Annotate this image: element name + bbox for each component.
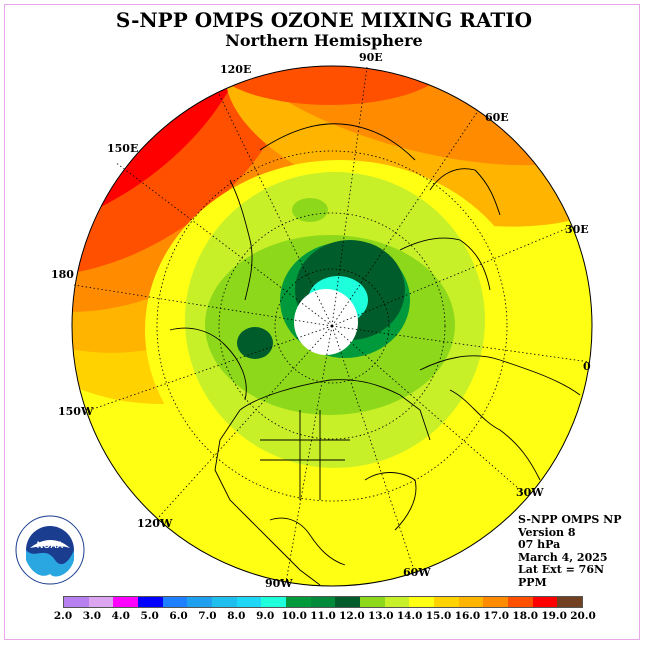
colorbar-swatch — [483, 597, 509, 607]
colorbar-swatch — [508, 597, 533, 607]
map-subtitle: Northern Hemisphere — [225, 31, 423, 50]
info-lat-ext: Lat Ext = 76N — [518, 563, 605, 577]
colorbar-swatch — [236, 597, 262, 607]
colorbar-swatch — [409, 597, 435, 607]
colorbar-swatch — [458, 597, 484, 607]
info-date: March 4, 2025 — [518, 550, 608, 564]
colorbar-swatch — [286, 597, 311, 607]
lon-label-30w: 30W — [516, 486, 544, 499]
colorbar-tick-label: 17.0 — [483, 610, 510, 622]
colorbar-swatch — [113, 597, 139, 607]
colorbar-swatch — [335, 597, 361, 607]
figure-frame — [4, 4, 640, 640]
colorbar-swatch — [212, 597, 237, 607]
colorbar-swatch — [434, 597, 459, 607]
ozone-field — [72, 66, 592, 586]
colorbar-swatch — [557, 597, 583, 607]
lon-label-150e: 150E — [107, 142, 139, 155]
colorbar-tick-label: 11.0 — [310, 610, 336, 622]
colorbar-swatch — [360, 597, 385, 607]
colorbar-tick-label: 6.0 — [169, 610, 188, 622]
lon-label-90e: 90E — [359, 51, 383, 64]
colorbar-tick-label: 14.0 — [396, 610, 423, 622]
colorbar-tick-label: 12.0 — [339, 610, 365, 622]
colorbar-tick-label: 3.0 — [82, 610, 102, 622]
info-panel: S-NPP OMPS NP Version 8 07 hPa March 4, … — [518, 513, 622, 590]
colorbar-tick-label: 18.0 — [512, 610, 538, 622]
colorbar-tick-label: 2.0 — [53, 610, 73, 622]
colorbar-swatch — [384, 597, 410, 607]
lon-label-60e: 60E — [485, 111, 509, 124]
lon-label-180: 180 — [51, 268, 74, 281]
colorbar-swatch — [88, 597, 114, 607]
colorbar-swatch — [532, 597, 558, 607]
lon-label-0: 0 — [583, 360, 591, 373]
colorbar-swatch — [138, 597, 163, 607]
map-title: S-NPP OMPS OZONE MIXING RATIO — [115, 8, 533, 32]
colorbar-tick-label: 15.0 — [425, 610, 452, 622]
colorbar-tick-label: 4.0 — [111, 610, 130, 622]
lon-label-90w: 90W — [265, 577, 293, 590]
colorbar-swatch — [162, 597, 188, 607]
info-instrument: S-NPP OMPS NP — [518, 513, 622, 526]
lon-label-150w: 150W — [58, 405, 94, 418]
colorbar-swatch — [64, 597, 89, 607]
colorbar-tick-label: 8.0 — [227, 610, 246, 622]
info-pressure: 07 hPa — [518, 538, 561, 552]
colorbar-swatch — [187, 597, 213, 607]
colorbar-ticks: 2.0 3.0 4.0 5.0 6.0 7.0 8.0 9.0 10.0 11.0 12.0 13.0… — [48, 610, 598, 624]
colorbar — [63, 596, 583, 608]
colorbar-tick-label: 16.0 — [454, 610, 481, 622]
colorbar-swatch — [310, 597, 336, 607]
colorbar-tick-label: 9.0 — [256, 610, 275, 622]
lon-label-60w: 60W — [403, 566, 431, 579]
colorbar-tick-label: 19.0 — [541, 610, 567, 622]
colorbar-swatch — [261, 597, 287, 607]
colorbar-tick-label: 7.0 — [198, 610, 217, 622]
info-version: Version 8 — [518, 525, 576, 539]
info-units: PPM — [518, 575, 547, 589]
lon-label-120w: 120W — [137, 517, 173, 530]
colorbar-tick-label: 10.0 — [281, 610, 307, 622]
graticule — [73, 66, 591, 583]
colorbar-tick-label: 13.0 — [367, 610, 394, 622]
coastlines — [169, 123, 581, 586]
colorbar-tick-label: 5.0 — [140, 610, 159, 622]
colorbar-tick-label: 20.0 — [570, 610, 596, 622]
map-boundary — [71, 65, 593, 587]
lon-label-120e: 120E — [220, 63, 252, 76]
lon-label-30e: 30E — [565, 223, 589, 236]
